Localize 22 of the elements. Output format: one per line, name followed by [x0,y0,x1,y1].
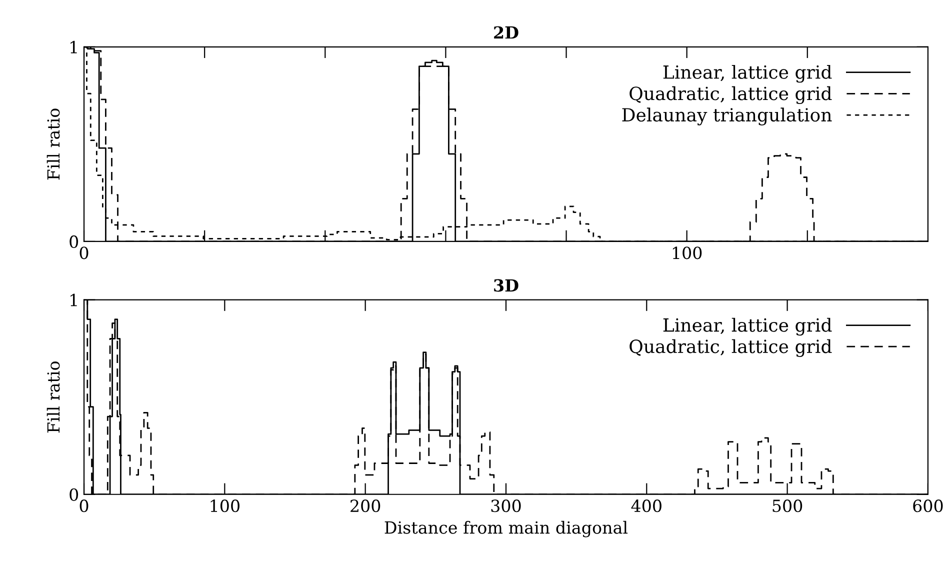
y-tick-label: 1 [70,294,77,306]
legend-label: Delaunay triangulation [622,108,832,126]
chart-title: 3D [494,279,518,292]
y-axis-title: Fill ratio [46,362,60,433]
y-tick-label: 1 [70,40,77,54]
x-tick-label: 500 [772,500,802,512]
y-tick-label: 0 [70,488,78,501]
x-tick-label: 300 [491,500,521,512]
x-tick-label: 100 [672,246,702,260]
legend-label: Quadratic, lattice grid [630,339,832,357]
legend-label: Linear, lattice grid [663,318,832,336]
y-axis-title: Fill ratio [46,108,60,180]
x-axis-title: Distance from main diagonal [384,520,628,538]
x-tick-label: 100 [210,500,240,512]
x-tick-label: 600 [913,500,943,512]
x-tick-label: 0 [80,500,88,512]
y-tick-label: 0 [70,235,78,248]
chart-title: 2D [494,26,518,39]
x-tick-label: 400 [631,500,662,512]
legend-label: Quadratic, lattice grid [630,86,832,104]
x-tick-label: 200 [350,500,380,512]
legend-label: Linear, lattice grid [663,64,832,83]
